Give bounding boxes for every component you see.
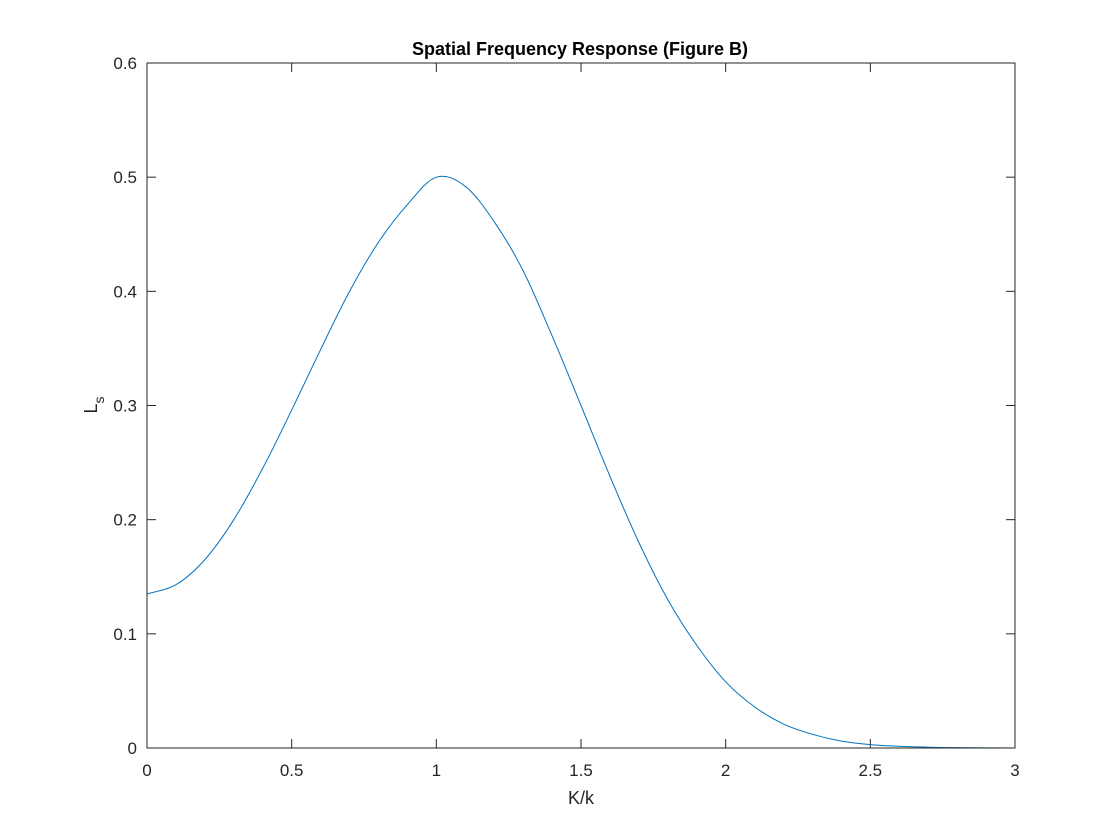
y-tick-label: 0.3 <box>113 397 137 416</box>
y-axis-label-main: L <box>81 403 101 413</box>
y-tick-label: 0.5 <box>113 168 137 187</box>
y-tick-label: 0.2 <box>113 511 137 530</box>
x-tick-label: 0 <box>142 761 151 780</box>
y-axis-label: Ls <box>81 396 107 413</box>
ticks-layer: 0 0.5 1 1.5 2 2.5 3 0 0.1 0.2 0.3 0.4 0.5 0.6 <box>113 54 1019 780</box>
series-line <box>146 175 1016 749</box>
axes-frame <box>146 62 1016 749</box>
y-axis-label-subscript: s <box>91 396 107 403</box>
chart-title: Spatial Frequency Response (Figure B) <box>412 39 748 59</box>
x-tick-label: 1 <box>432 761 441 780</box>
x-tick-label: 0.5 <box>280 761 304 780</box>
x-tick-label: 1.5 <box>569 761 593 780</box>
y-tick-label: 0.4 <box>113 282 137 301</box>
x-tick-label: 2.5 <box>859 761 883 780</box>
y-tick-label: 0.1 <box>113 625 137 644</box>
series-layer <box>146 175 1016 749</box>
x-axis-label: K/k <box>568 788 595 808</box>
x-tick-label: 3 <box>1010 761 1019 780</box>
x-tick-label: 2 <box>721 761 730 780</box>
y-tick-label: 0.6 <box>113 54 137 73</box>
y-tick-label: 0 <box>128 739 137 758</box>
